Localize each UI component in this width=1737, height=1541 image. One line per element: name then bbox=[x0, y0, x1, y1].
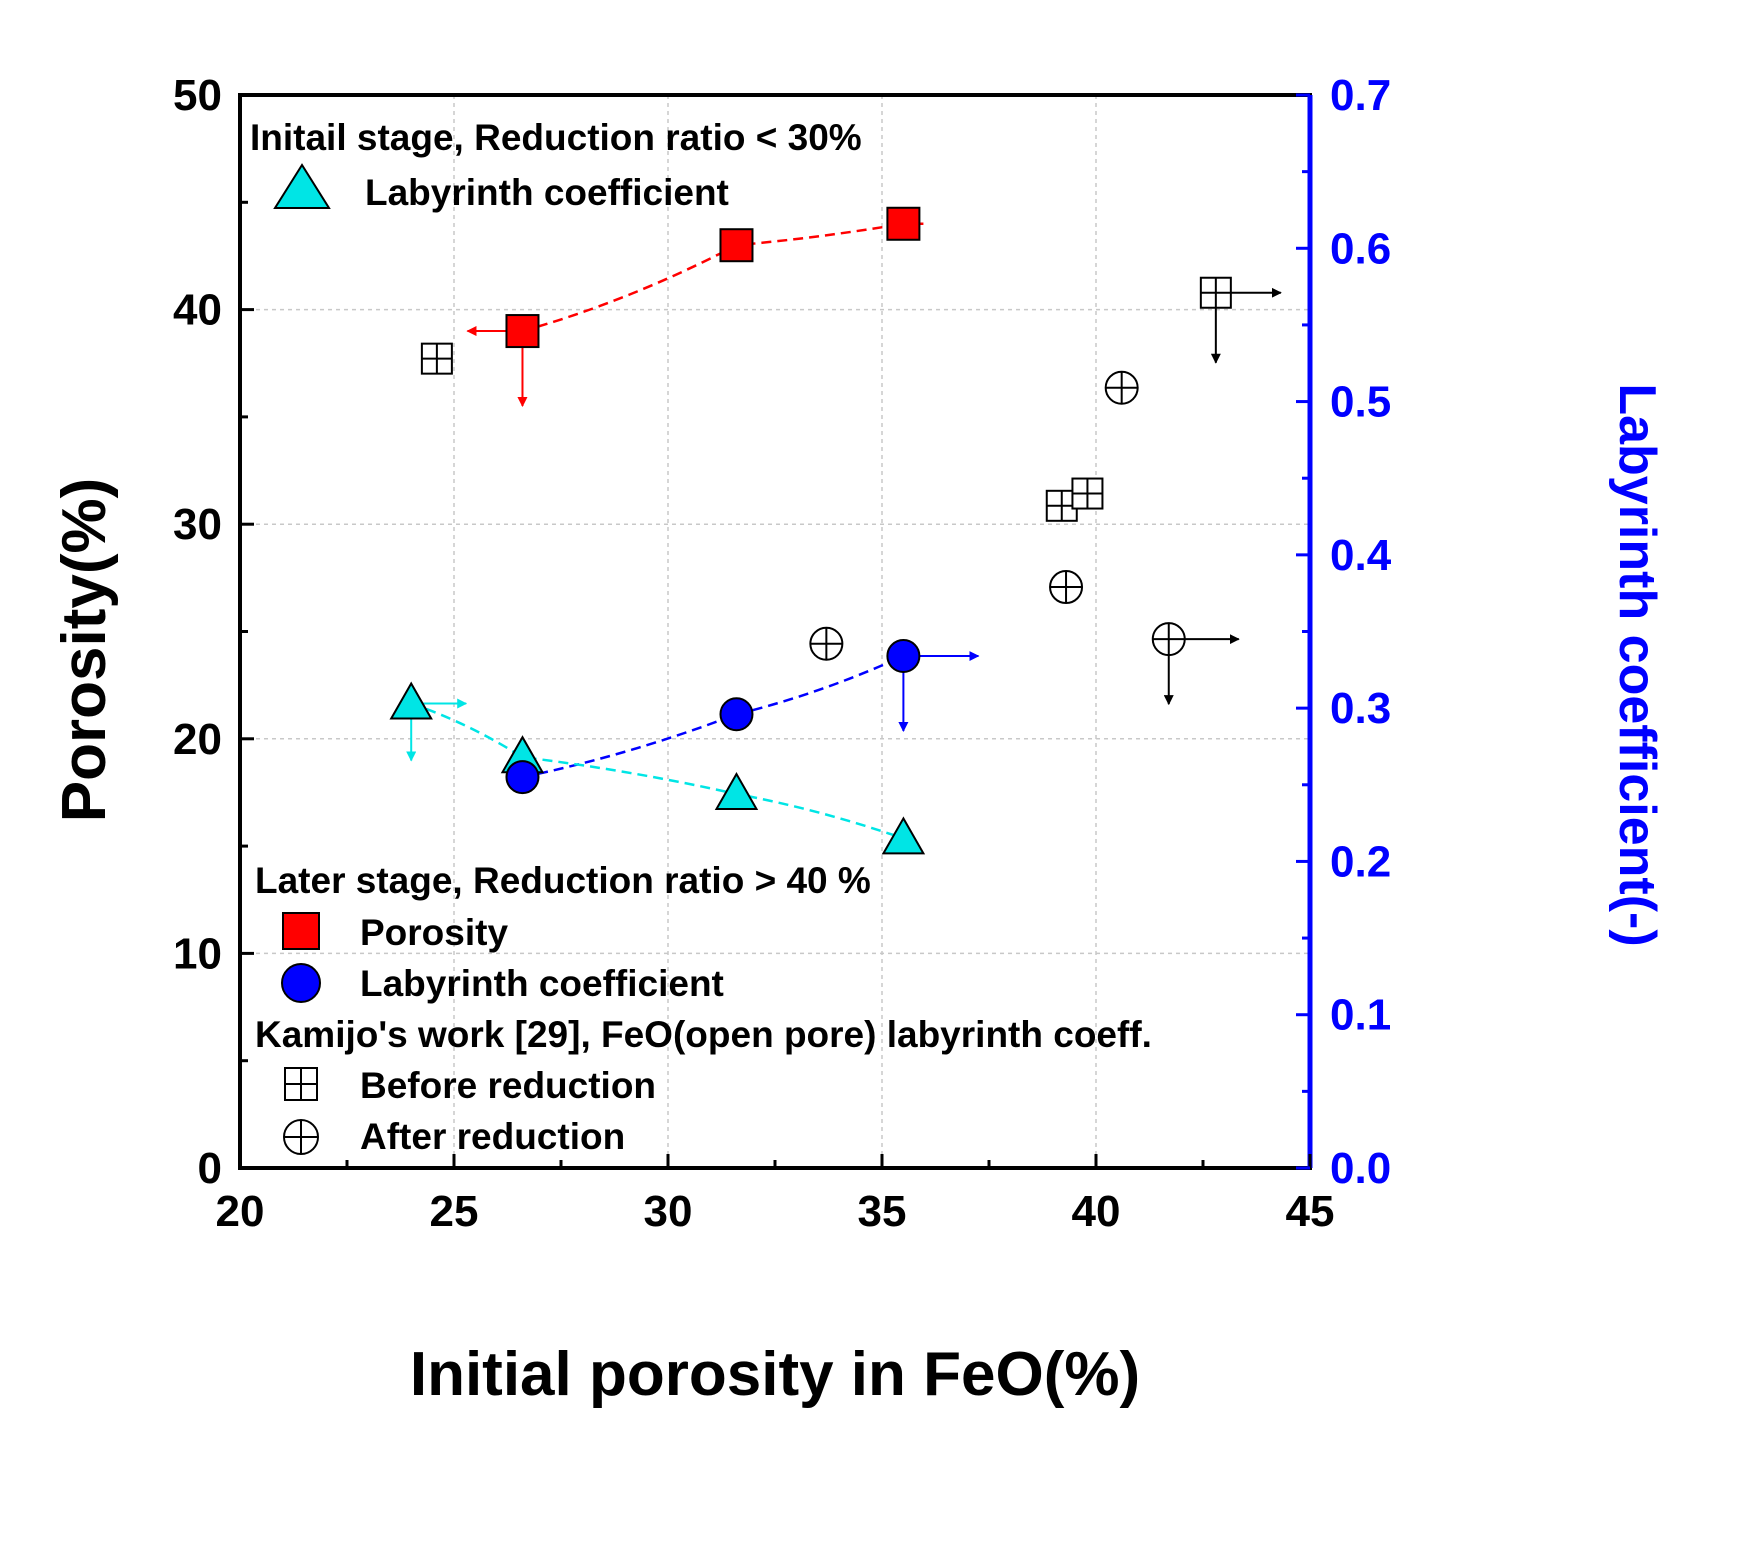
legend-initial-item: Labyrinth coefficient bbox=[365, 172, 729, 213]
y-tick-label: 0 bbox=[198, 1144, 222, 1193]
legend-circle-marker bbox=[281, 963, 321, 1003]
labyrinth-later-point bbox=[719, 697, 754, 732]
x-axis-label: Initial porosity in FeO(%) bbox=[410, 1340, 1140, 1409]
y2-axis-label: Labyrinth coefficient(-) bbox=[1608, 383, 1666, 946]
legend-triangle-marker bbox=[273, 163, 331, 209]
legend-kamijo-header: Kamijo's work [29], FeO(open pore) labyr… bbox=[255, 1014, 1152, 1055]
y2-tick-label: 0.4 bbox=[1330, 531, 1392, 580]
x-tick-label: 35 bbox=[858, 1187, 907, 1236]
y2-tick-label: 0.7 bbox=[1330, 71, 1391, 120]
labyrinth-initial-point bbox=[389, 681, 433, 720]
trend-arrows bbox=[406, 287, 1282, 762]
y-tick-label: 50 bbox=[173, 71, 222, 120]
before-reduction-point bbox=[1199, 276, 1232, 309]
labyrinth-later-point bbox=[886, 639, 921, 674]
after-reduction-point bbox=[809, 626, 844, 661]
legend-kamijo-before: Before reduction bbox=[360, 1065, 656, 1106]
labyrinth-later-trend-line bbox=[522, 654, 904, 779]
labyrinth-later-point bbox=[505, 760, 540, 795]
before-reduction-point bbox=[1071, 477, 1104, 510]
y2-tick-label: 0.0 bbox=[1330, 1144, 1391, 1193]
after-reduction-point bbox=[1049, 570, 1084, 605]
legend-later-labyrinth: Labyrinth coefficient bbox=[360, 963, 724, 1004]
porosity-point bbox=[886, 206, 921, 241]
y-tick-label: 20 bbox=[173, 715, 222, 764]
data-points bbox=[389, 206, 1232, 855]
porosity-point bbox=[719, 228, 754, 263]
y2-tick-label: 0.1 bbox=[1330, 991, 1391, 1040]
y-tick-label: 10 bbox=[173, 929, 222, 978]
legend-later-porosity: Porosity bbox=[360, 912, 508, 953]
after-reduction-point bbox=[1151, 622, 1186, 657]
porosity-point bbox=[505, 314, 540, 349]
after-reduction-point bbox=[1104, 370, 1139, 405]
legend-boxplus-marker bbox=[284, 1067, 318, 1101]
legend-circleplus-marker bbox=[283, 1119, 319, 1155]
before-reduction-point bbox=[420, 342, 453, 375]
y2-tick-label: 0.2 bbox=[1330, 837, 1391, 886]
y-tick-label: 40 bbox=[173, 286, 222, 335]
y2-tick-labels: 0.0 0.1 0.2 0.3 0.4 0.5 0.6 0.7 bbox=[1330, 71, 1392, 1193]
axis-ticks bbox=[238, 93, 1312, 1170]
plot-frame bbox=[238, 93, 1312, 1170]
x-tick-label: 30 bbox=[644, 1187, 693, 1236]
legend-initial-header: Initail stage, Reduction ratio < 30% bbox=[250, 117, 862, 158]
legend-kamijo-after: After reduction bbox=[360, 1116, 625, 1157]
labyrinth-initial-point bbox=[714, 771, 759, 810]
y-tick-labels: 0 10 20 30 40 50 bbox=[173, 71, 222, 1193]
labyrinth-initial-point bbox=[881, 816, 926, 855]
x-tick-label: 25 bbox=[430, 1187, 479, 1236]
legend: Initail stage, Reduction ratio < 30% Lab… bbox=[250, 117, 1152, 1157]
y2-tick-label: 0.3 bbox=[1330, 684, 1391, 733]
grid bbox=[240, 95, 1310, 1168]
y-tick-label: 30 bbox=[173, 500, 222, 549]
y2-tick-label: 0.6 bbox=[1330, 224, 1391, 273]
x-tick-label: 45 bbox=[1286, 1187, 1335, 1236]
x-tick-labels: 20 25 30 35 40 45 bbox=[216, 1187, 1335, 1236]
y2-tick-label: 0.5 bbox=[1330, 378, 1391, 427]
x-tick-label: 40 bbox=[1072, 1187, 1121, 1236]
y-axis-label: Porosity(%) bbox=[50, 478, 119, 822]
legend-square-marker bbox=[282, 912, 320, 950]
x-tick-label: 20 bbox=[216, 1187, 265, 1236]
legend-later-header: Later stage, Reduction ratio > 40 % bbox=[255, 860, 871, 901]
labyrinth-initial-trend-line bbox=[410, 702, 904, 840]
